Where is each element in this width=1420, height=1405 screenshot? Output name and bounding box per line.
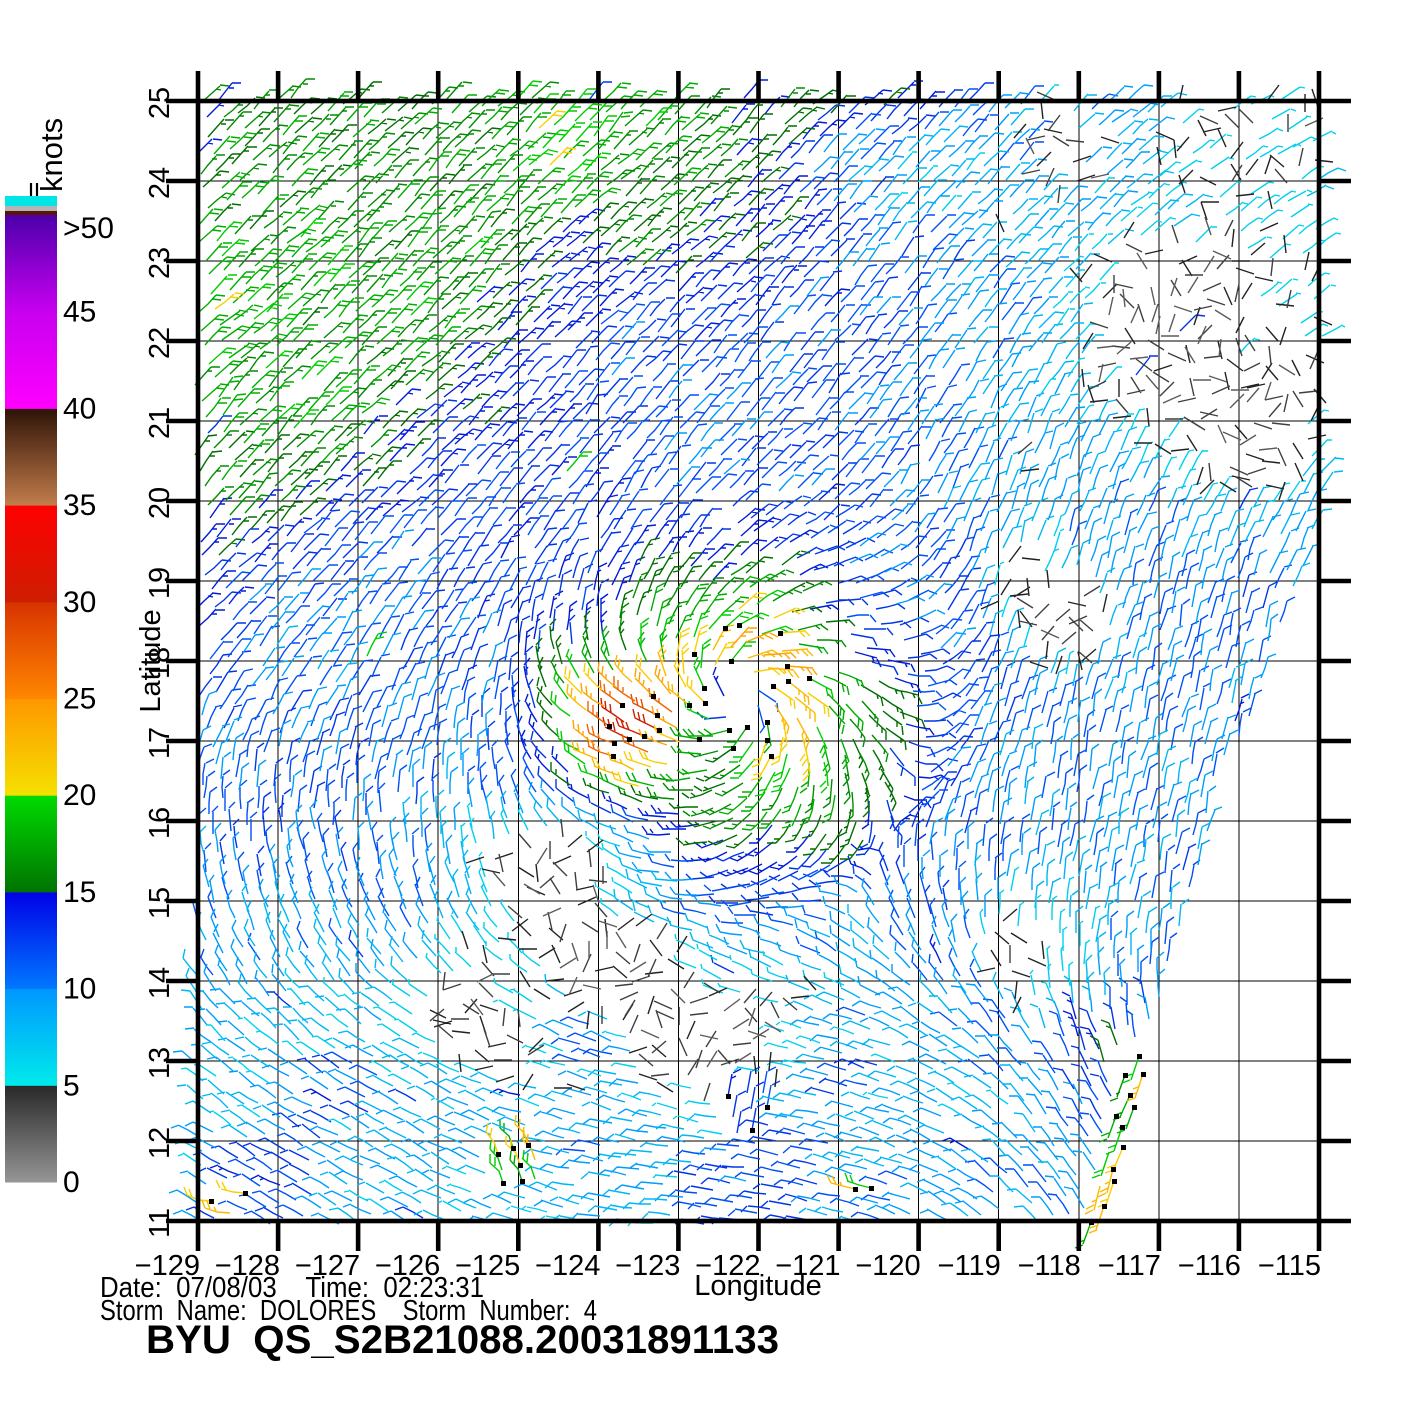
svg-text:−117: −117: [1098, 1250, 1161, 1282]
svg-text:16: 16: [144, 807, 176, 839]
svg-text:−125: −125: [455, 1250, 520, 1282]
svg-text:25: 25: [63, 683, 96, 716]
svg-text:−122: −122: [695, 1250, 760, 1282]
svg-text:14: 14: [144, 967, 176, 999]
svg-text:Date: 07/08/03 Time: 02:2: Date: 07/08/03 Time: 02:23:31: [100, 1272, 484, 1304]
svg-text:Storm Name: DOLORES Storm: Storm Name: DOLORES Storm Number: 4: [100, 1295, 597, 1327]
svg-text:−127: −127: [295, 1250, 360, 1282]
svg-text:13: 13: [144, 1047, 176, 1079]
svg-text:−128: −128: [215, 1250, 280, 1282]
svg-text:24: 24: [144, 167, 176, 199]
svg-text:>50: >50: [63, 212, 114, 245]
svg-text:20: 20: [63, 779, 96, 812]
svg-text:25: 25: [144, 87, 176, 119]
svg-text:Latitude: Latitude: [135, 609, 167, 712]
svg-text:45: 45: [63, 296, 96, 329]
svg-text:11: 11: [144, 1208, 176, 1238]
svg-text:15: 15: [144, 887, 176, 919]
svg-text:−129: −129: [135, 1250, 200, 1282]
svg-text:23: 23: [144, 247, 176, 279]
svg-text:−119: −119: [938, 1250, 1001, 1282]
svg-text:−121: −121: [775, 1250, 840, 1282]
svg-text:−116: −116: [1178, 1250, 1241, 1282]
svg-text:−126: −126: [375, 1250, 440, 1282]
svg-text:−123: −123: [615, 1250, 680, 1282]
svg-text:21: 21: [144, 407, 176, 439]
svg-text:0: 0: [63, 1166, 80, 1199]
svg-text:knots: knots: [34, 118, 69, 192]
svg-text:20: 20: [144, 487, 176, 519]
svg-text:22: 22: [144, 327, 176, 359]
svg-text:BYU QS_S2B21088.20031891133: BYU QS_S2B21088.20031891133: [146, 1318, 779, 1362]
svg-text:30: 30: [63, 586, 96, 619]
svg-text:17: 17: [144, 727, 176, 759]
svg-text:10: 10: [63, 973, 96, 1006]
svg-text:15: 15: [63, 876, 96, 909]
svg-text:−124: −124: [535, 1250, 600, 1282]
svg-text:40: 40: [63, 392, 96, 425]
svg-text:5: 5: [63, 1069, 80, 1102]
svg-text:19: 19: [144, 567, 176, 599]
svg-text:12: 12: [144, 1127, 176, 1159]
svg-text:35: 35: [63, 489, 96, 522]
svg-text:−115: −115: [1258, 1250, 1321, 1282]
svg-text:Longitude: Longitude: [694, 1270, 821, 1302]
svg-text:18: 18: [144, 647, 176, 679]
svg-text:−118: −118: [1018, 1250, 1081, 1282]
svg-text:−120: −120: [855, 1250, 920, 1282]
